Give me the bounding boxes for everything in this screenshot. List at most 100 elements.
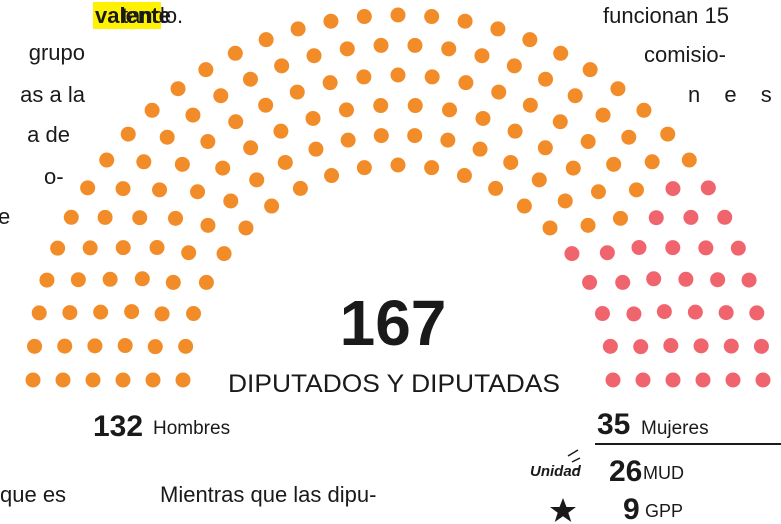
text-fragment: n e s — [688, 82, 781, 107]
seat — [174, 156, 190, 172]
seat — [324, 168, 340, 184]
seat — [165, 274, 181, 290]
seat — [152, 182, 168, 198]
seat — [373, 98, 389, 114]
seat — [564, 246, 580, 262]
seat — [198, 274, 214, 290]
seat — [216, 246, 232, 262]
seat — [323, 13, 339, 29]
seat — [356, 69, 372, 85]
seat — [93, 304, 109, 320]
seat — [258, 97, 274, 113]
seat — [710, 272, 726, 288]
seat — [590, 184, 606, 200]
seat — [580, 134, 596, 150]
seat — [678, 271, 694, 287]
seat — [730, 240, 746, 256]
seat — [553, 45, 569, 61]
text-fragment: valente — [95, 3, 171, 28]
seat — [57, 338, 73, 354]
seat — [186, 306, 202, 322]
seat — [700, 180, 716, 196]
seat — [31, 305, 47, 321]
seat — [490, 21, 506, 37]
seat — [228, 114, 244, 130]
party-value: 26 — [609, 455, 642, 488]
seat — [516, 198, 532, 214]
seat — [356, 160, 372, 176]
seat — [243, 140, 259, 156]
seat — [538, 71, 554, 87]
seat — [488, 180, 504, 196]
seat — [115, 240, 131, 256]
seat — [522, 32, 538, 48]
seat — [198, 62, 214, 78]
text-fragment: grupo — [29, 40, 85, 65]
chart-subtitle: DIPUTADOS Y DIPUTADAS — [228, 370, 560, 398]
seat — [542, 220, 558, 236]
highlight — [93, 2, 161, 29]
seat — [159, 129, 175, 145]
seat — [628, 182, 644, 198]
seat — [115, 181, 131, 197]
seat — [390, 157, 406, 173]
seat — [626, 306, 642, 322]
seat — [356, 9, 372, 25]
seat — [70, 272, 86, 288]
seat — [407, 37, 423, 53]
seat — [723, 338, 739, 354]
seat — [62, 305, 78, 321]
seat — [440, 132, 456, 148]
seat — [424, 9, 440, 25]
seat — [115, 372, 131, 388]
seat — [474, 48, 490, 64]
seat — [274, 58, 290, 74]
seat — [322, 75, 338, 91]
seat — [168, 210, 184, 226]
seat — [475, 110, 491, 126]
party-value: 9 — [623, 493, 640, 524]
seat — [594, 306, 610, 322]
seat — [102, 271, 118, 287]
seat — [25, 372, 41, 388]
seat — [258, 32, 274, 48]
seat — [290, 21, 306, 37]
text-fragment: o- — [44, 164, 64, 189]
seat — [120, 126, 136, 142]
seat — [595, 107, 611, 123]
seat — [154, 306, 170, 322]
seat — [615, 274, 631, 290]
seat — [507, 123, 523, 139]
seat — [633, 339, 649, 355]
seat — [749, 305, 765, 321]
party-logo-star — [550, 498, 576, 522]
seat — [200, 134, 216, 150]
seat — [552, 114, 568, 130]
seat — [681, 152, 697, 168]
seat — [223, 193, 239, 209]
seat — [506, 58, 522, 74]
legend-value: 132 — [93, 410, 143, 443]
seat — [124, 304, 140, 320]
seat — [227, 45, 243, 61]
seat — [442, 102, 458, 118]
seat — [665, 181, 681, 197]
seat — [170, 81, 186, 97]
seat — [242, 71, 258, 87]
seat — [306, 48, 322, 64]
seat — [80, 180, 96, 196]
seat — [339, 41, 355, 57]
seat — [200, 217, 216, 233]
seat — [491, 84, 507, 100]
chart-title: 167 — [340, 287, 447, 359]
seat — [39, 272, 55, 288]
seat — [213, 88, 229, 104]
seat — [308, 141, 324, 157]
seat — [407, 98, 423, 114]
seat — [665, 372, 681, 388]
seat — [695, 372, 711, 388]
seat — [606, 156, 622, 172]
seat — [390, 7, 406, 23]
seat — [753, 338, 769, 354]
seat — [698, 240, 714, 256]
